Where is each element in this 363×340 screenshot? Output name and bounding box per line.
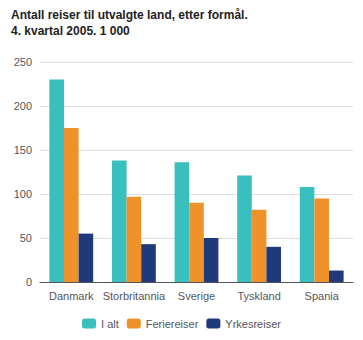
svg-text:0: 0 <box>26 276 32 288</box>
svg-text:Danmark: Danmark <box>49 290 94 302</box>
svg-text:200: 200 <box>14 100 32 112</box>
svg-text:Storbritannia: Storbritannia <box>103 290 166 302</box>
svg-text:Tyskland: Tyskland <box>237 290 280 302</box>
svg-text:50: 50 <box>20 232 32 244</box>
svg-text:4. kvartal 2005. 1 000: 4. kvartal 2005. 1 000 <box>11 24 130 38</box>
svg-text:Sverige: Sverige <box>178 290 215 302</box>
svg-text:Spania: Spania <box>305 290 340 302</box>
svg-text:Feriereiser: Feriereiser <box>146 318 199 330</box>
svg-text:150: 150 <box>14 144 32 156</box>
svg-text:Yrkesreiser: Yrkesreiser <box>225 318 281 330</box>
svg-text:Antall reiser til utvalgte lan: Antall reiser til utvalgte land, etter f… <box>11 8 248 22</box>
svg-text:I alt: I alt <box>101 318 119 330</box>
svg-text:100: 100 <box>14 188 32 200</box>
svg-text:250: 250 <box>14 56 32 68</box>
